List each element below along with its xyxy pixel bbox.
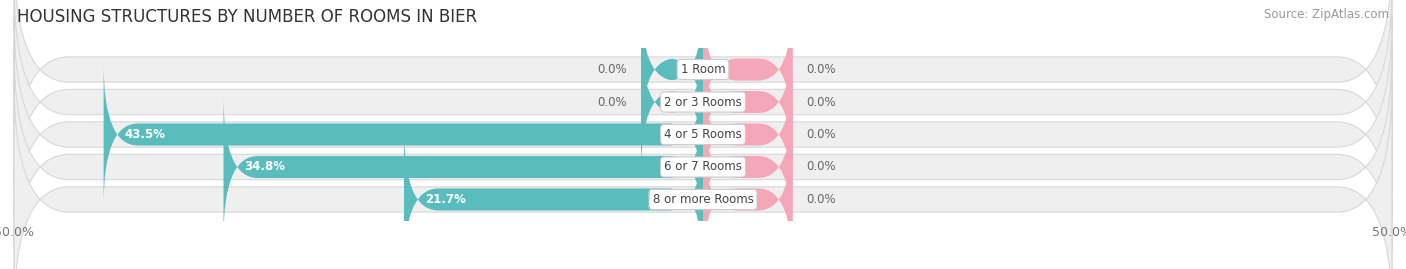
Text: 34.8%: 34.8% <box>245 161 285 174</box>
Text: 6 or 7 Rooms: 6 or 7 Rooms <box>664 161 742 174</box>
FancyBboxPatch shape <box>703 64 793 205</box>
Text: 0.0%: 0.0% <box>807 161 837 174</box>
FancyBboxPatch shape <box>641 0 703 140</box>
FancyBboxPatch shape <box>224 97 703 237</box>
Text: Source: ZipAtlas.com: Source: ZipAtlas.com <box>1264 8 1389 21</box>
Text: 43.5%: 43.5% <box>124 128 166 141</box>
Text: 1 Room: 1 Room <box>681 63 725 76</box>
FancyBboxPatch shape <box>703 32 793 172</box>
FancyBboxPatch shape <box>14 0 1392 187</box>
FancyBboxPatch shape <box>14 17 1392 252</box>
FancyBboxPatch shape <box>104 64 703 205</box>
Text: 8 or more Rooms: 8 or more Rooms <box>652 193 754 206</box>
Text: 0.0%: 0.0% <box>807 128 837 141</box>
Text: HOUSING STRUCTURES BY NUMBER OF ROOMS IN BIER: HOUSING STRUCTURES BY NUMBER OF ROOMS IN… <box>17 8 477 26</box>
Text: 0.0%: 0.0% <box>807 193 837 206</box>
Text: 21.7%: 21.7% <box>425 193 465 206</box>
Text: 0.0%: 0.0% <box>807 63 837 76</box>
FancyBboxPatch shape <box>404 129 703 269</box>
Text: 0.0%: 0.0% <box>807 95 837 108</box>
Text: 4 or 5 Rooms: 4 or 5 Rooms <box>664 128 742 141</box>
Text: 0.0%: 0.0% <box>598 95 627 108</box>
FancyBboxPatch shape <box>14 50 1392 269</box>
FancyBboxPatch shape <box>703 97 793 237</box>
FancyBboxPatch shape <box>703 129 793 269</box>
FancyBboxPatch shape <box>14 82 1392 269</box>
FancyBboxPatch shape <box>703 0 793 140</box>
FancyBboxPatch shape <box>641 32 703 172</box>
FancyBboxPatch shape <box>14 0 1392 219</box>
Text: 2 or 3 Rooms: 2 or 3 Rooms <box>664 95 742 108</box>
Text: 0.0%: 0.0% <box>598 63 627 76</box>
